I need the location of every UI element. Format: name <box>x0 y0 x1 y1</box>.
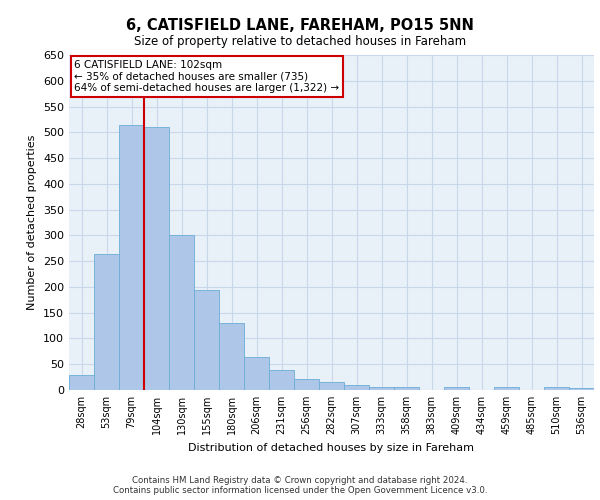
Bar <box>294 378 319 390</box>
Bar <box>69 374 94 390</box>
Bar <box>344 385 369 390</box>
Bar <box>369 388 394 390</box>
Text: 6, CATISFIELD LANE, FAREHAM, PO15 5NN: 6, CATISFIELD LANE, FAREHAM, PO15 5NN <box>126 18 474 32</box>
Bar <box>319 382 344 390</box>
Bar <box>144 127 169 390</box>
Text: Contains HM Land Registry data © Crown copyright and database right 2024.: Contains HM Land Registry data © Crown c… <box>132 476 468 485</box>
Bar <box>444 388 469 390</box>
Text: Size of property relative to detached houses in Fareham: Size of property relative to detached ho… <box>134 35 466 48</box>
Text: Contains public sector information licensed under the Open Government Licence v3: Contains public sector information licen… <box>113 486 487 495</box>
Text: 6 CATISFIELD LANE: 102sqm
← 35% of detached houses are smaller (735)
64% of semi: 6 CATISFIELD LANE: 102sqm ← 35% of detac… <box>74 60 340 93</box>
Bar <box>269 370 294 390</box>
Bar <box>244 356 269 390</box>
Bar <box>94 254 119 390</box>
Bar <box>194 290 219 390</box>
Y-axis label: Number of detached properties: Number of detached properties <box>28 135 37 310</box>
X-axis label: Distribution of detached houses by size in Fareham: Distribution of detached houses by size … <box>188 442 475 452</box>
Bar <box>169 236 194 390</box>
Bar <box>219 323 244 390</box>
Bar <box>119 124 144 390</box>
Bar <box>494 388 519 390</box>
Bar <box>394 388 419 390</box>
Bar <box>569 388 594 390</box>
Bar <box>544 388 569 390</box>
